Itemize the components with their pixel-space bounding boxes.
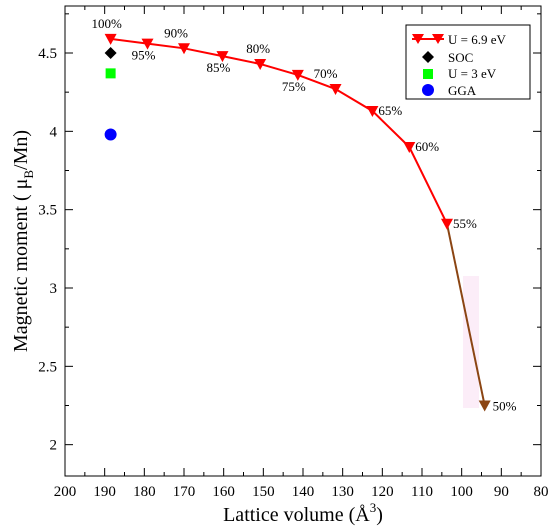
x-tick-label: 100 — [450, 484, 473, 500]
y-tick-label: 3 — [50, 281, 58, 297]
legend-marker-gga — [422, 84, 434, 96]
x-tick-label: 80 — [534, 484, 549, 500]
marker-u69 — [104, 33, 117, 45]
x-tick-label: 150 — [252, 484, 275, 500]
marker-u69 — [478, 400, 491, 412]
point-label: 65% — [378, 103, 402, 118]
legend-marker-u69-end — [432, 34, 444, 44]
y-tick-labels: 2 2.5 3 3.5 4 4.5 — [38, 46, 57, 454]
point-label: 55% — [453, 216, 477, 231]
marker-u69 — [178, 43, 190, 55]
marker-u69 — [366, 105, 379, 117]
y-tick-label: 4 — [50, 124, 58, 140]
x-tick-label: 190 — [93, 484, 116, 500]
point-labels: 100% 95% 90% 85% 80% 75% 70% 65% 60% 55% 50% — [91, 16, 516, 414]
x-tick-label: 160 — [212, 484, 235, 500]
y-axis-title: Magnetic moment ( μB/Mn) — [10, 130, 36, 352]
point-label: 80% — [246, 41, 270, 56]
point-label: 85% — [207, 60, 231, 75]
x-tick-labels: 200 190 180 170 160 150 140 130 120 110 100 90 80 — [54, 484, 549, 500]
x-tick-label: 180 — [133, 484, 156, 500]
marker-u3 — [105, 68, 116, 79]
y-tick-label: 2.5 — [38, 359, 57, 375]
x-tick-label: 90 — [494, 484, 509, 500]
x-tick-label: 120 — [371, 484, 394, 500]
legend-marker-u3 — [423, 69, 433, 79]
legend: U = 6.9 eV SOC U = 3 eV GGA — [405, 24, 531, 100]
marker-u69 — [329, 84, 342, 96]
marker-u69 — [141, 38, 154, 50]
marker-u69 — [403, 142, 416, 153]
legend-label-u3: U = 3 eV — [448, 66, 497, 81]
marker-u69 — [216, 51, 229, 63]
marker-u69 — [254, 58, 267, 70]
legend-label-gga: GGA — [448, 83, 477, 98]
y-tick-label: 4.5 — [38, 46, 57, 62]
series-line — [110, 37, 486, 406]
point-label: 90% — [164, 25, 188, 40]
series-line-u69 — [110, 37, 448, 225]
marker-soc — [104, 47, 117, 59]
legend-label-soc: SOC — [448, 50, 473, 65]
point-label: 70% — [314, 66, 338, 81]
point-label: 95% — [132, 48, 156, 63]
y-tick-label: 2 — [50, 438, 58, 454]
data-markers — [104, 33, 491, 412]
marker-gga — [104, 128, 117, 141]
legend-marker-soc — [422, 51, 434, 63]
legend-marker-u69 — [412, 34, 424, 44]
x-tick-label: 110 — [411, 484, 433, 500]
x-tick-label: 200 — [54, 484, 77, 500]
legend-label-u69: U = 6.9 eV — [448, 32, 506, 47]
x-tick-label: 130 — [331, 484, 354, 500]
point-label: 50% — [493, 399, 517, 414]
x-tick-label: 170 — [173, 484, 196, 500]
axis-ticks — [64, 6, 542, 476]
marker-u69 — [440, 218, 453, 230]
x-axis-title: Lattice volume (Å3) — [223, 500, 383, 526]
x-tick-label: 140 — [292, 484, 315, 500]
point-label: 75% — [282, 79, 306, 94]
marker-u69 — [291, 69, 304, 81]
point-label: 60% — [415, 139, 439, 154]
y-tick-label: 3.5 — [38, 203, 57, 219]
series-line-u69-last-segment — [446, 223, 486, 406]
point-label: 100% — [91, 16, 122, 31]
